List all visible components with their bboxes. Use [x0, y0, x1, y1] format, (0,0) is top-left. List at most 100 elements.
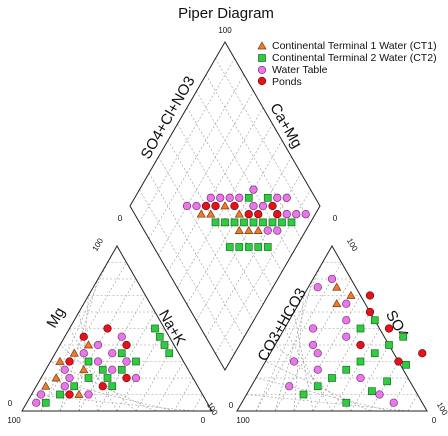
continental-terminal-2-water-ct2-diamond-point [221, 218, 229, 227]
water-table-diamond-point [206, 193, 215, 202]
water-table-cation-point [117, 332, 126, 341]
ponds-anion-point [384, 324, 394, 333]
continental-terminal-2-water-ct2-anion-point [402, 360, 410, 369]
continental-terminal-2-water-ct2-diamond-point [254, 243, 263, 251]
continental-terminal-1-water-ct1-diamond-point [244, 225, 254, 234]
anion-triangle-gridline [407, 394, 418, 412]
ponds-cation-point [98, 382, 107, 391]
continental-terminal-1-water-ct1-anion-point [332, 299, 342, 308]
anion-triangle-gridline [274, 344, 352, 412]
ponds-diamond-point [201, 201, 211, 211]
cation-triangle-gridline [192, 394, 203, 412]
water-table-anion-point [313, 349, 322, 358]
diamond-gridline [148, 74, 245, 239]
water-table-diamond-point [225, 193, 234, 202]
continental-terminal-2-water-ct2-diamond-point [268, 218, 277, 227]
water-table-cation-point [93, 357, 103, 366]
water-table-diamond-point [216, 193, 225, 202]
water-table-cation-point [93, 340, 103, 350]
continental-terminal-1-water-ct1-diamond-point [196, 209, 206, 218]
water-table-anion-point [356, 373, 365, 383]
continental-terminal-2-water-ct2-diamond-point [240, 218, 248, 227]
water-table-cation-point [108, 365, 117, 374]
cation-triangle-gridline [135, 344, 175, 412]
cation-triangle-gridline [40, 377, 175, 412]
continental-terminal-2-water-ct2-cation-point [132, 357, 140, 366]
continental-terminal-2-water-ct2-cation-point [117, 349, 126, 358]
continental-terminal-1-water-ct1-diamond-point [234, 225, 244, 234]
diamond-gridline [139, 189, 235, 354]
anion-triangle-gridline [284, 328, 333, 412]
water-table-cation-point [36, 390, 46, 399]
water-table-anion-point [327, 274, 337, 284]
continental-terminal-2-water-ct2-cation-point [155, 332, 164, 341]
diamond-frame [129, 41, 321, 371]
anion-triangle-frame [236, 244, 428, 412]
tick-diamond-right: 0 [333, 214, 338, 223]
diamond-gridline [215, 58, 311, 223]
continental-terminal-1-water-ct1-cation-point [74, 389, 84, 398]
continental-terminal-1-water-ct1-cation-point [55, 356, 65, 365]
continental-terminal-2-water-ct2-cation-point [98, 365, 107, 374]
ponds-anion-point [418, 349, 427, 358]
diamond-gridline [167, 140, 264, 305]
continental-terminal-2-water-ct2-anion-point [383, 377, 391, 386]
water-table-anion-point [308, 324, 318, 333]
continental-terminal-2-water-ct2-diamond-point [249, 218, 258, 227]
frame-layer [21, 41, 428, 412]
legend-label-ponds: Ponds [272, 76, 302, 88]
ponds-cation-point [103, 324, 112, 333]
anion-triangle-gridline [312, 311, 371, 412]
continental-terminal-2-water-ct2-anion-point [368, 387, 376, 396]
water-table-diamond-point [292, 210, 301, 219]
continental-terminal-1-water-ct1-cation-point [83, 340, 94, 349]
continental-terminal-1-water-ct1-cation-point [69, 348, 79, 357]
continental-terminal-2-water-ct2-diamond-point [230, 218, 239, 227]
axis-label-na-k: Na+K [155, 307, 189, 348]
ponds-anion-point [365, 291, 375, 300]
continental-terminal-2-water-ct2-diamond-point [263, 243, 272, 251]
ponds-cation-point [79, 332, 88, 341]
water-table-anion-point [289, 357, 299, 366]
ponds-diamond-point [273, 210, 282, 219]
diamond-gridline [139, 58, 235, 223]
points-layer [32, 185, 427, 407]
ponds-anion-point [356, 340, 365, 350]
continental-terminal-1-water-ct1-cation-point [41, 381, 51, 390]
continental-terminal-2-water-ct2-cation-point [151, 324, 159, 333]
legend-marker-ct1 [257, 41, 267, 50]
tick-cation-left-zero: 0 [8, 399, 13, 408]
continental-terminal-2-water-ct2-anion-point [370, 316, 379, 325]
water-table-anion-point [313, 365, 322, 374]
axis-label-so4-cl-no3: SO4+Cl+NO3 [138, 73, 199, 162]
water-table-diamond-point [182, 201, 192, 211]
anion-triangle-gridline [350, 344, 390, 412]
water-table-diamond-point [249, 201, 258, 211]
legend-label-water-table: Water Table [272, 64, 328, 76]
legend-label-ct1: Continental Terminal 1 Water (CT1) [272, 40, 437, 52]
legend-marker-ct2 [258, 54, 266, 62]
diamond-gridline [158, 156, 254, 321]
continental-terminal-2-water-ct2-diamond-point [244, 193, 253, 202]
continental-terminal-2-water-ct2-diamond-point [244, 243, 253, 251]
continental-terminal-2-water-ct2-anion-point [370, 349, 379, 358]
axis-label-mg: Mg [44, 304, 69, 331]
continental-terminal-2-water-ct2-diamond-point [211, 218, 220, 227]
ponds-cation-point [65, 390, 74, 399]
continental-terminal-2-water-ct2-anion-point [328, 374, 336, 382]
continental-terminal-1-water-ct1-anion-point [346, 290, 356, 299]
continental-terminal-2-water-ct2-cation-point [84, 357, 93, 366]
continental-terminal-2-water-ct2-cation-point [56, 390, 64, 399]
legend-marker-ponds [257, 76, 267, 86]
continental-terminal-2-water-ct2-cation-point [108, 382, 117, 391]
water-table-cation-point [60, 382, 69, 391]
tick-cation-right-zero: 0 [201, 416, 206, 425]
continental-terminal-1-water-ct1-anion-point [332, 282, 342, 291]
continental-terminal-2-water-ct2-cation-point [117, 365, 126, 374]
continental-terminal-1-water-ct1-cation-point [51, 373, 61, 382]
legend: Continental Terminal 1 Water (CT1) Conti… [257, 40, 437, 88]
water-table-diamond-point [192, 201, 201, 211]
water-table-diamond-point [263, 226, 272, 235]
water-table-diamond-point [301, 210, 310, 219]
